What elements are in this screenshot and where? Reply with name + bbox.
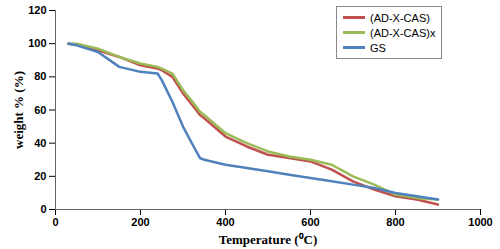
svg-text:400: 400 xyxy=(216,216,234,228)
svg-text:60: 60 xyxy=(34,104,46,116)
svg-text:weight % (%): weight % (%) xyxy=(11,71,26,149)
svg-text:80: 80 xyxy=(34,70,46,82)
svg-text:120: 120 xyxy=(28,4,46,16)
svg-text:20: 20 xyxy=(34,170,46,182)
svg-text:100: 100 xyxy=(28,37,46,49)
svg-text:800: 800 xyxy=(386,216,404,228)
svg-text:1000: 1000 xyxy=(468,216,492,228)
svg-text:200: 200 xyxy=(131,216,149,228)
svg-text:0: 0 xyxy=(52,216,58,228)
svg-text:0: 0 xyxy=(40,203,46,215)
html-text:(AD-X-CAS)x: (AD-X-CAS)x xyxy=(370,26,436,39)
svg-text:40: 40 xyxy=(34,137,46,149)
html-text:(AD-X-CAS): (AD-X-CAS) xyxy=(370,11,430,24)
html-text:GS: GS xyxy=(370,41,386,54)
svg-text:Temperature (⁰C): Temperature (⁰C) xyxy=(219,232,318,247)
svg-text:600: 600 xyxy=(301,216,319,228)
